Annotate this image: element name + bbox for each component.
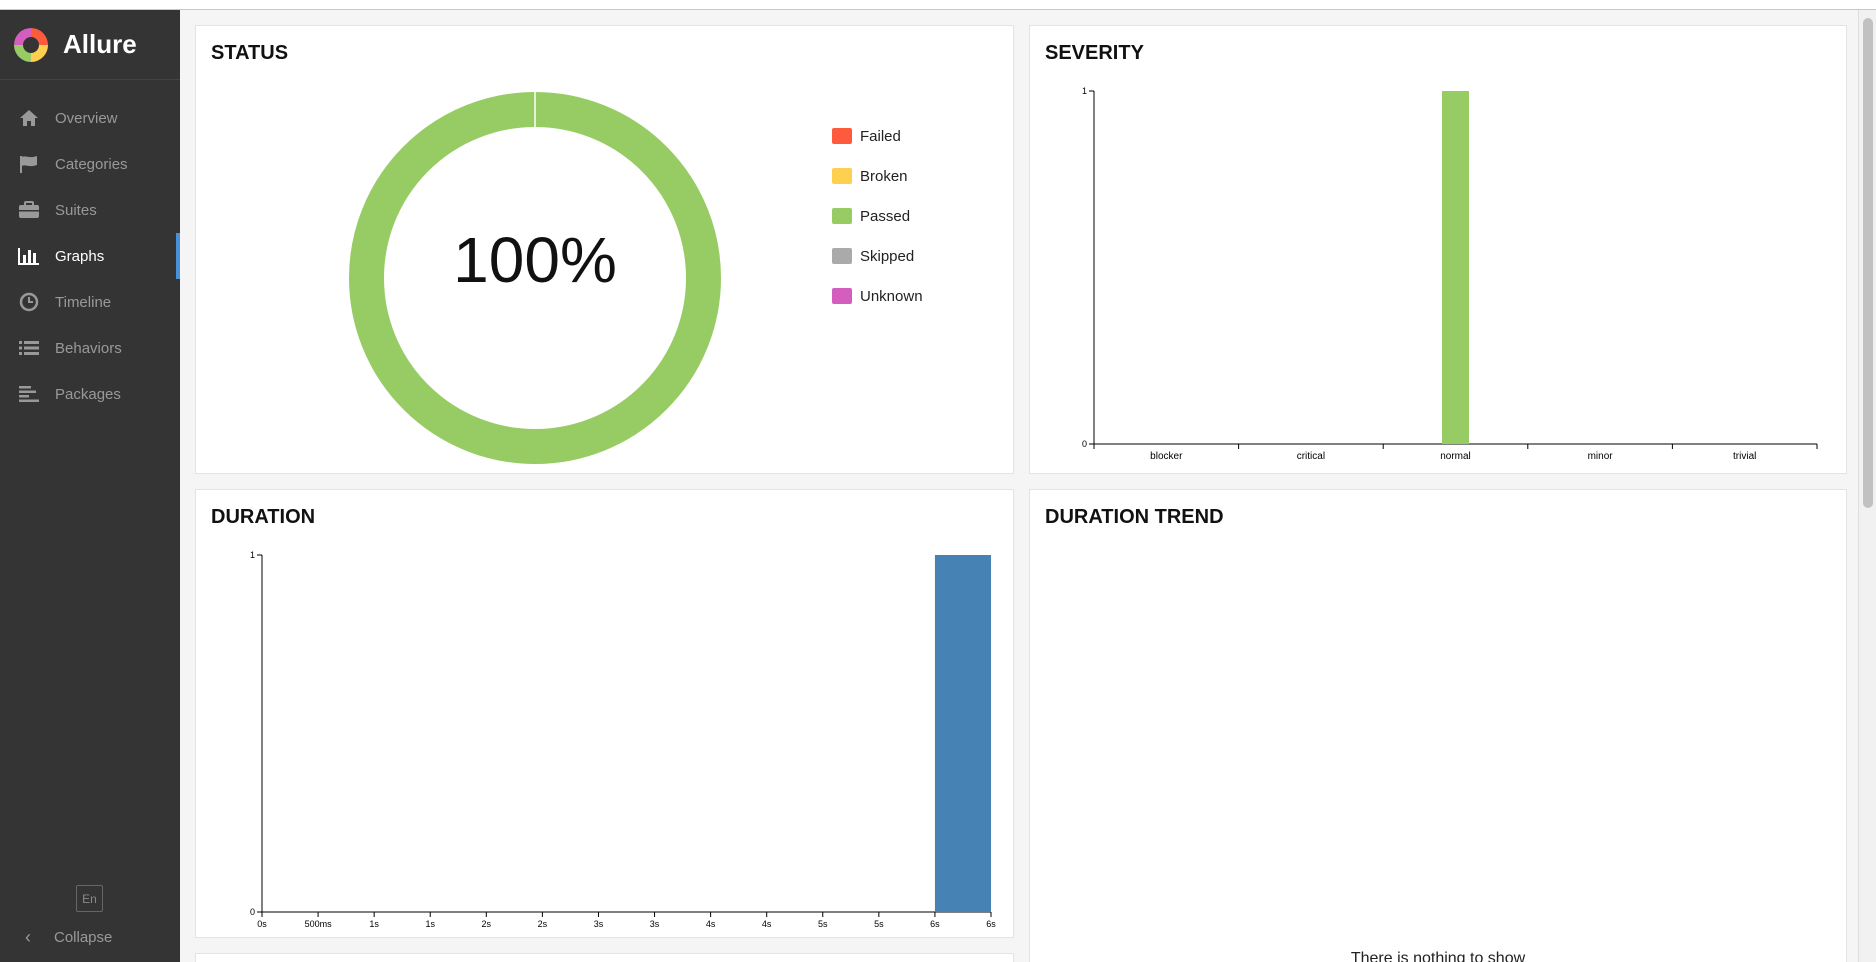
align-left-icon [18, 383, 40, 405]
briefcase-icon [18, 199, 40, 221]
sidebar-item-label: Behaviors [55, 339, 122, 357]
widget-title: STATUS [211, 42, 289, 64]
x-tick-label: 500ms [305, 919, 333, 929]
severity-bar-chart: 0 1 blocker critical normal minor trivial [1082, 86, 1818, 462]
legend-label: Unknown [860, 287, 923, 305]
legend-item-broken[interactable]: Broken [832, 156, 923, 196]
x-tick-label: 4s [762, 919, 772, 929]
y-tick-label: 1 [1082, 86, 1087, 96]
sidebar-item-label: Suites [55, 201, 97, 219]
flag-icon [18, 153, 40, 175]
sidebar-item-timeline[interactable]: Timeline [0, 279, 180, 325]
collapse-label: Collapse [54, 929, 113, 946]
sidebar-nav: Overview Categories Suites Graphs Timeli… [0, 80, 180, 417]
sidebar-item-label: Overview [55, 109, 118, 127]
sidebar-item-label: Categories [55, 155, 128, 173]
window-top-strip [0, 0, 1876, 10]
sidebar-item-behaviors[interactable]: Behaviors [0, 325, 180, 371]
bar-chart-icon [18, 245, 40, 267]
status-widget: STATUS 100% Failed Broken Passed Skipped… [195, 25, 1014, 474]
x-tick-label: 1s [425, 919, 435, 929]
list-icon [18, 337, 40, 359]
legend-item-skipped[interactable]: Skipped [832, 236, 923, 276]
status-pie-chart: 100% [349, 92, 721, 464]
x-tick-label: 3s [650, 919, 660, 929]
widget-title: DURATION TREND [1045, 506, 1224, 528]
legend-item-passed[interactable]: Passed [832, 196, 923, 236]
clock-icon [18, 291, 40, 313]
sidebar-item-label: Packages [55, 385, 121, 403]
x-tick-label: 2s [482, 919, 492, 929]
sidebar-item-categories[interactable]: Categories [0, 141, 180, 187]
x-tick-label: normal [1440, 451, 1471, 462]
collapse-button[interactable]: ‹ Collapse [18, 927, 112, 948]
duration-trend-widget: DURATION TREND There is nothing to show [1029, 489, 1847, 962]
x-tick-label: minor [1588, 451, 1614, 462]
legend-label: Broken [860, 167, 908, 185]
legend-swatch [832, 248, 852, 264]
y-tick-label: 0 [1082, 439, 1087, 449]
duration-bar[interactable] [934, 555, 991, 912]
sidebar-item-suites[interactable]: Suites [0, 187, 180, 233]
legend-swatch [832, 168, 852, 184]
x-tick-label: 6s [986, 919, 996, 929]
widget-title: SEVERITY [1045, 42, 1144, 64]
x-tick-label: 0s [257, 919, 267, 929]
duration-histogram: 0 1 0s 500ms 1s 1s 2s 2s 3s 3s 4s 4s 5s 5s 6s 6s [250, 550, 996, 929]
x-tick-label: blocker [1150, 451, 1183, 462]
brand[interactable]: Allure [0, 10, 180, 80]
legend-item-failed[interactable]: Failed [832, 116, 923, 156]
sidebar-item-graphs[interactable]: Graphs [0, 233, 180, 279]
x-tick-label: 5s [818, 919, 828, 929]
page-scrollbar[interactable] [1858, 10, 1876, 962]
legend-swatch [832, 128, 852, 144]
x-tick-label: 2s [538, 919, 548, 929]
next-widget [195, 953, 1014, 962]
x-tick-label: 5s [874, 919, 884, 929]
sidebar-item-label: Timeline [55, 293, 112, 311]
x-tick-label: trivial [1733, 451, 1756, 462]
language-selector[interactable]: En [76, 885, 103, 912]
legend-label: Passed [860, 207, 911, 225]
app-name: Allure [63, 29, 137, 59]
status-legend: Failed Broken Passed Skipped Unknown [832, 116, 923, 316]
chevron-left-icon: ‹ [25, 927, 31, 947]
legend-label: Failed [860, 127, 901, 145]
sidebar-item-overview[interactable]: Overview [0, 95, 180, 141]
legend-item-unknown[interactable]: Unknown [832, 276, 923, 316]
sidebar-item-packages[interactable]: Packages [0, 371, 180, 417]
legend-swatch [832, 288, 852, 304]
sidebar: Allure Overview Categories Suites Graphs [0, 10, 180, 962]
x-tick-label: 3s [594, 919, 604, 929]
sidebar-item-label: Graphs [55, 247, 105, 265]
status-center-label: 100% [453, 224, 617, 296]
y-tick-label: 0 [250, 907, 255, 917]
legend-label: Skipped [860, 247, 915, 265]
duration-widget: DURATION 0 1 0s 500ms 1s 1s 2s 2s 3s 3s 4s 4s 5s 5s 6s… [195, 489, 1014, 938]
y-tick-label: 1 [250, 550, 255, 560]
widget-title: DURATION [211, 506, 316, 528]
x-tick-label: 1s [369, 919, 379, 929]
severity-bar-normal[interactable] [1442, 91, 1469, 444]
x-tick-label: critical [1297, 451, 1325, 462]
scrollbar-thumb[interactable] [1863, 18, 1873, 508]
x-tick-label: 6s [930, 919, 940, 929]
home-icon [18, 107, 40, 129]
severity-widget: SEVERITY 0 1 blocker critical normal minor tri… [1029, 25, 1847, 474]
empty-state-message: There is nothing to show [1350, 950, 1526, 962]
legend-swatch [832, 208, 852, 224]
x-tick-label: 4s [706, 919, 716, 929]
allure-logo [14, 27, 48, 62]
